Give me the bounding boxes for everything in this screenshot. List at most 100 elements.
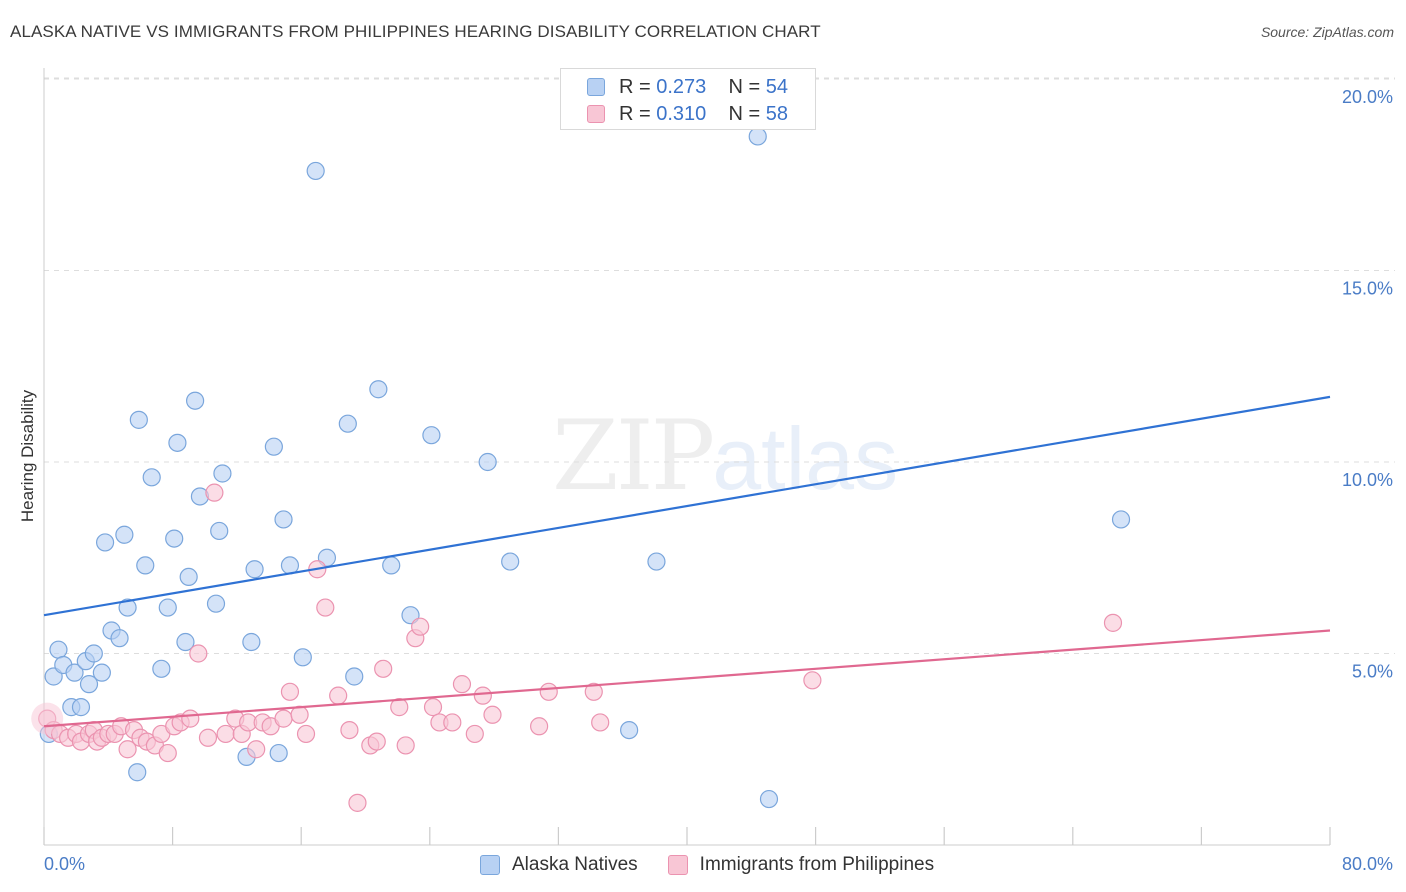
data-point-philippines — [118, 740, 137, 759]
data-point-alaska — [210, 521, 229, 541]
legend-item-alaska-natives: Alaska Natives — [480, 854, 638, 876]
data-point-philippines — [483, 705, 502, 724]
data-point-alaska — [206, 594, 226, 613]
legend-swatch-pink — [667, 855, 688, 875]
data-point-philippines — [452, 675, 472, 694]
data-point-philippines — [247, 740, 266, 759]
legend-r-value: 0.273 — [656, 75, 707, 98]
data-point-alaska — [748, 127, 767, 146]
legend-n-label: N = — [728, 75, 761, 98]
data-point-philippines — [198, 728, 218, 747]
data-point-philippines — [539, 682, 558, 701]
series-immigrants-philippines — [31, 483, 1123, 812]
data-point-alaska — [95, 533, 115, 552]
data-point-alaska — [242, 632, 261, 652]
data-point-philippines — [340, 720, 359, 740]
y-tick-label: 5.0% — [1352, 662, 1393, 682]
chart-title: ALASKA NATIVE VS IMMIGRANTS FROM PHILIPP… — [10, 22, 821, 41]
legend-swatch-blue — [480, 855, 500, 875]
data-point-alaska — [264, 437, 283, 456]
data-point-alaska — [1111, 510, 1131, 529]
data-point-philippines — [530, 717, 549, 736]
data-point-philippines — [290, 705, 309, 724]
legend-n-value: 54 — [765, 75, 789, 98]
data-point-philippines — [1103, 613, 1123, 632]
legend-r-label: R = — [619, 75, 651, 98]
data-point-alaska — [345, 667, 364, 686]
data-point-alaska — [306, 161, 325, 181]
data-point-alaska — [71, 698, 91, 717]
data-point-philippines — [274, 709, 293, 728]
data-point-alaska — [118, 598, 137, 617]
data-point-alaska — [110, 629, 129, 648]
legend-label: Immigrants from Philippines — [699, 854, 935, 875]
data-point-philippines-large — [31, 702, 64, 735]
data-point-philippines — [473, 686, 492, 705]
data-point-philippines — [390, 698, 409, 717]
data-point-alaska — [269, 743, 288, 763]
data-point-alaska — [382, 556, 401, 575]
series-alaska-natives — [39, 127, 1131, 809]
data-point-philippines — [280, 682, 300, 701]
data-point-alaska — [759, 789, 779, 809]
data-point-philippines — [205, 483, 224, 502]
data-point-philippines — [296, 724, 316, 744]
tick-labels: 5.0% 10.0% 15.0% 20.0% 0.0% 80.0% Hearing Disa… — [18, 87, 1393, 874]
data-point-alaska — [213, 464, 232, 483]
data-point-philippines — [584, 682, 603, 701]
data-point-alaska — [136, 556, 155, 575]
data-point-philippines — [181, 709, 200, 728]
data-point-philippines — [329, 686, 348, 705]
y-axis-label: Hearing Disability — [18, 389, 37, 522]
data-point-alaska — [338, 414, 357, 433]
data-point-alaska — [478, 452, 497, 472]
data-point-philippines — [411, 617, 430, 636]
trend-line-alaska — [43, 395, 1331, 617]
data-point-alaska — [274, 510, 293, 529]
watermark-zip: ZIP — [552, 400, 715, 512]
data-point-alaska — [84, 644, 103, 663]
data-point-alaska — [369, 380, 388, 399]
data-point-philippines — [216, 724, 235, 744]
data-point-alaska — [142, 468, 161, 487]
data-point-alaska — [186, 391, 205, 410]
data-point-alaska — [79, 675, 99, 694]
data-point-alaska — [115, 525, 134, 544]
y-tick-label: 10.0% — [1342, 470, 1393, 490]
data-point-alaska — [129, 410, 148, 429]
data-point-alaska — [245, 560, 264, 579]
watermark: ZIPatlas — [552, 400, 898, 512]
series-legend: Alaska Natives Immigrants from Philippin… — [480, 852, 964, 878]
data-point-alaska — [647, 552, 666, 571]
data-point-philippines — [803, 671, 822, 690]
data-point-philippines — [423, 698, 443, 717]
data-point-philippines — [591, 713, 610, 732]
data-point-alaska — [152, 659, 171, 678]
data-point-alaska — [49, 640, 68, 659]
data-point-alaska — [501, 552, 520, 571]
source-label: Source: ZipAtlas.com — [1260, 24, 1394, 40]
x-tick-label: 0.0% — [44, 854, 85, 874]
legend-r-value: 0.310 — [656, 102, 707, 125]
legend-swatch-blue — [587, 78, 605, 96]
data-point-philippines — [443, 713, 462, 732]
data-point-philippines — [465, 724, 484, 744]
data-point-alaska — [128, 763, 147, 782]
legend-r-label: R = — [619, 102, 651, 125]
data-point-philippines — [367, 732, 386, 751]
data-point-alaska — [179, 567, 198, 587]
data-point-philippines — [189, 644, 208, 663]
data-point-alaska — [158, 598, 177, 617]
y-tick-label: 15.0% — [1342, 279, 1393, 299]
data-point-alaska — [165, 529, 184, 548]
legend-n-label: N = — [728, 102, 761, 125]
data-point-alaska — [422, 426, 441, 445]
legend-n-value: 58 — [765, 102, 789, 125]
watermark-atlas: atlas — [712, 409, 899, 508]
legend-label: Alaska Natives — [512, 854, 638, 875]
legend-item-immigrants-philippines: Immigrants from Philippines — [667, 854, 935, 876]
data-point-philippines — [396, 736, 415, 755]
trend-line-philippines — [43, 629, 1331, 728]
data-point-alaska — [176, 632, 195, 652]
